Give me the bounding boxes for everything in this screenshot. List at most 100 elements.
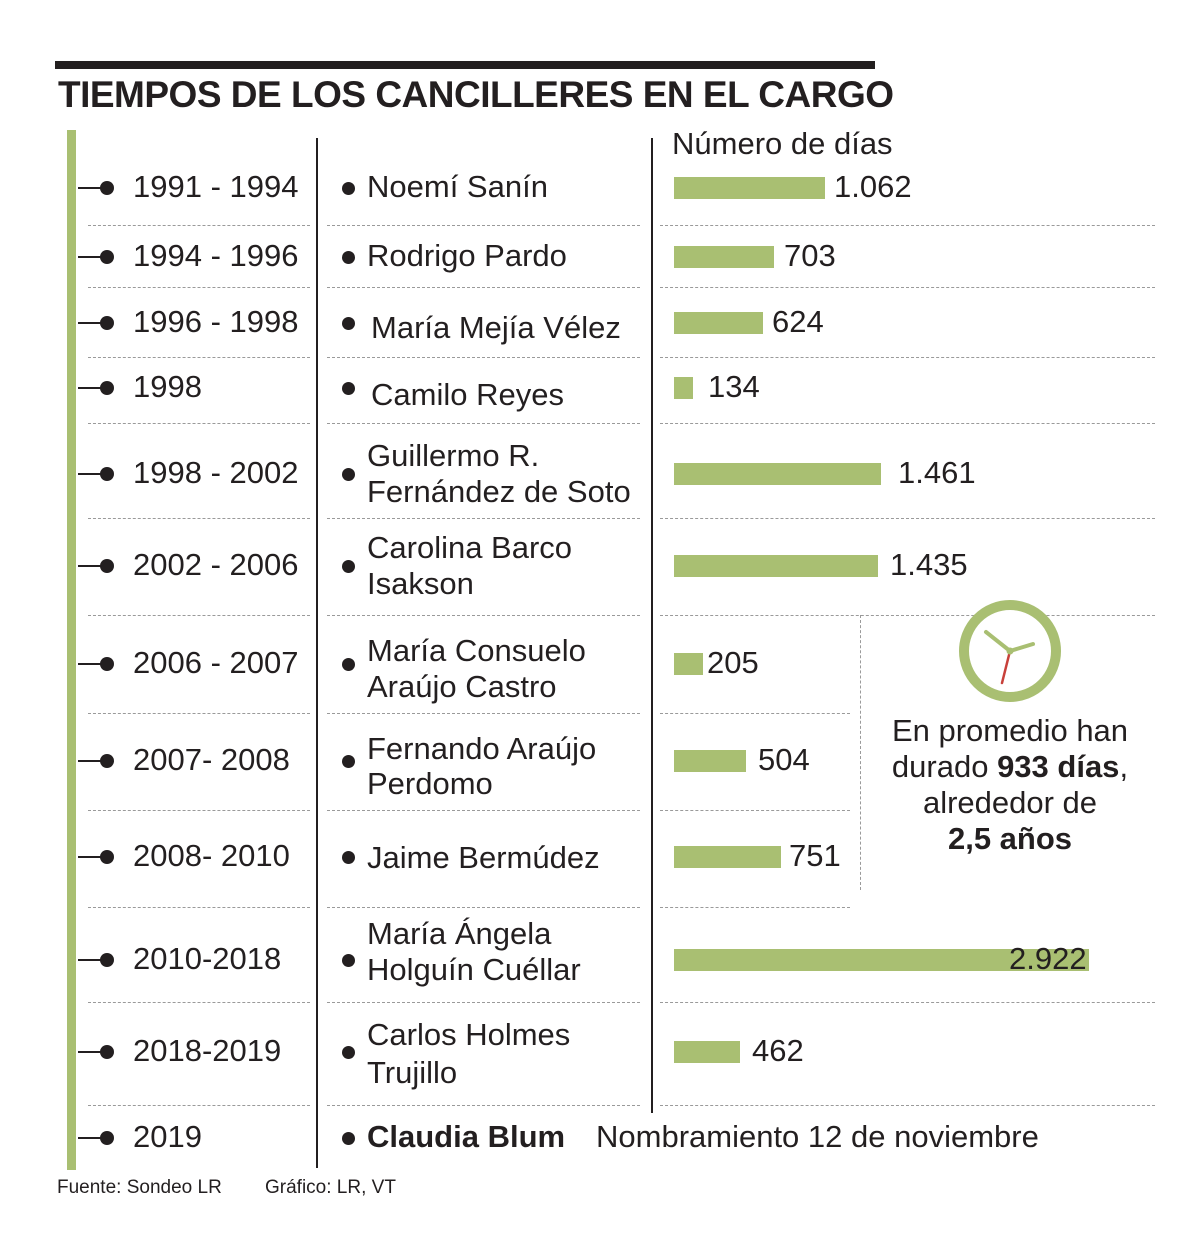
name-bullet — [342, 317, 355, 330]
minister-name: Jaime Bermúdez — [367, 840, 600, 875]
days-value: 504 — [758, 742, 810, 777]
timeline-tick — [78, 322, 102, 324]
row-separator — [327, 518, 640, 519]
name-bullet — [342, 382, 355, 395]
row-separator — [660, 615, 1155, 616]
name-bullet — [342, 658, 355, 671]
timeline-dot — [100, 250, 114, 264]
minister-name: Araújo Castro — [367, 669, 557, 704]
row-separator — [88, 810, 310, 811]
row-separator — [88, 1105, 310, 1106]
period-label: 2018-2019 — [133, 1033, 282, 1068]
row-separator — [88, 1002, 310, 1003]
days-value: 462 — [752, 1033, 804, 1068]
footer-source: Fuente: Sondeo LR — [57, 1177, 222, 1198]
average-note: En promedio han durado 933 días, alreded… — [868, 713, 1152, 857]
days-bar — [674, 653, 703, 675]
row-separator — [327, 810, 640, 811]
days-bar — [674, 177, 825, 199]
days-value: 703 — [784, 238, 836, 273]
column-divider-names — [651, 138, 653, 1113]
days-bar — [674, 463, 881, 485]
row-separator — [88, 287, 310, 288]
days-bar — [674, 377, 693, 399]
days-bar — [674, 949, 1089, 971]
name-bullet — [342, 560, 355, 573]
minister-name: Holguín Cuéllar — [367, 952, 581, 987]
row-separator — [660, 287, 1155, 288]
timeline-tick — [78, 565, 102, 567]
row-separator — [660, 518, 1155, 519]
row-separator — [88, 713, 310, 714]
row-separator — [327, 907, 640, 908]
period-label: 2008- 2010 — [133, 838, 290, 873]
row-separator — [660, 357, 1155, 358]
average-line-3: alrededor de — [922, 785, 1098, 820]
period-label: 1998 — [133, 369, 202, 404]
timeline-dot — [100, 181, 114, 195]
row-separator — [327, 1105, 640, 1106]
period-label: 2019 — [133, 1119, 202, 1154]
days-bar — [674, 846, 781, 868]
row-separator — [88, 225, 310, 226]
average-box-divider — [860, 615, 861, 890]
days-value: 2.922 — [1009, 941, 1087, 976]
row-separator — [327, 1002, 640, 1003]
minister-name: Trujillo — [367, 1055, 458, 1090]
row-separator — [660, 1105, 1155, 1106]
timeline-dot — [100, 559, 114, 573]
timeline-tick — [78, 256, 102, 258]
days-value: 1.062 — [834, 169, 912, 204]
row-separator — [660, 907, 850, 908]
timeline-dot — [100, 657, 114, 671]
row-separator — [88, 357, 310, 358]
timeline-tick — [78, 663, 102, 665]
period-label: 2007- 2008 — [133, 742, 290, 777]
timeline-tick — [78, 1051, 102, 1053]
days-value: 205 — [707, 645, 759, 680]
average-line-1: En promedio han — [891, 713, 1129, 748]
timeline-tick — [78, 187, 102, 189]
minister-name: Fernando Araújo — [367, 731, 597, 766]
average-line-2-text: durado — [891, 749, 998, 784]
timeline-tick — [78, 856, 102, 858]
clock-icon — [959, 600, 1061, 702]
row-separator — [327, 357, 640, 358]
period-label: 2006 - 2007 — [133, 645, 299, 680]
minister-name: Guillermo R. — [367, 438, 540, 473]
name-bullet — [342, 182, 355, 195]
average-line-2-punct: , — [1119, 749, 1129, 784]
timeline-dot — [100, 316, 114, 330]
minister-name: María Consuelo — [367, 633, 586, 668]
minister-name: Claudia Blum — [367, 1119, 566, 1154]
period-label: 1996 - 1998 — [133, 304, 299, 339]
row-separator — [88, 423, 310, 424]
days-value: 1.461 — [898, 455, 976, 490]
minister-name: Isakson — [367, 566, 474, 601]
average-years: 2,5 años — [947, 821, 1073, 856]
days-value: 751 — [789, 838, 841, 873]
timeline-tick — [78, 760, 102, 762]
period-label: 1998 - 2002 — [133, 455, 299, 490]
name-bullet — [342, 755, 355, 768]
row-separator — [88, 907, 310, 908]
days-bar — [674, 750, 746, 772]
minister-name: Fernández de Soto — [367, 474, 631, 509]
days-value: 134 — [708, 369, 760, 404]
row-separator — [327, 225, 640, 226]
minister-name: Perdomo — [367, 766, 493, 801]
name-bullet — [342, 251, 355, 264]
days-bar — [674, 555, 878, 577]
timeline-tick — [78, 1137, 102, 1139]
period-label: 1991 - 1994 — [133, 169, 299, 204]
timeline-spine — [67, 130, 76, 1170]
period-label: 2010-2018 — [133, 941, 282, 976]
row-separator — [327, 287, 640, 288]
row-separator — [660, 225, 1155, 226]
chart-title: TIEMPOS DE LOS CANCILLERES EN EL CARGO — [58, 74, 894, 115]
name-bullet — [342, 1132, 355, 1145]
minister-name: Noemí Sanín — [367, 169, 548, 204]
timeline-dot — [100, 381, 114, 395]
average-line-4: 2,5 años — [868, 821, 1152, 857]
